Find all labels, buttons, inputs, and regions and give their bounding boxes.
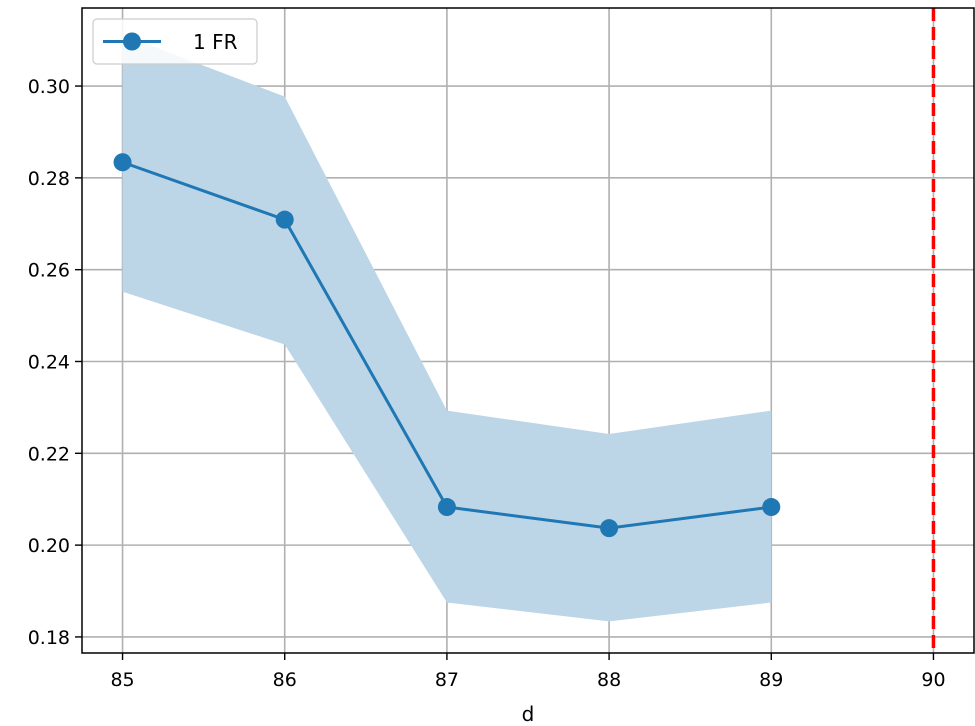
y-tick-label: 0.26 xyxy=(28,260,70,282)
data-point xyxy=(762,498,781,517)
series-marker-layer xyxy=(113,153,781,538)
y-tick-label: 0.28 xyxy=(28,168,70,190)
x-tick-label: 85 xyxy=(110,669,134,691)
x-tick-label: 86 xyxy=(273,669,297,691)
legend-marker-swatch xyxy=(123,32,141,51)
y-tick-label: 0.18 xyxy=(28,627,70,649)
y-tick-label: 0.22 xyxy=(28,443,70,465)
plot-frame xyxy=(81,7,975,654)
x-axis-title: d xyxy=(522,702,535,726)
y-tick-label: 0.20 xyxy=(28,535,70,557)
legend-box xyxy=(92,18,258,65)
x-tick-label: 89 xyxy=(759,669,783,691)
confidence-band xyxy=(122,34,772,622)
x-tick-label: 90 xyxy=(921,669,945,691)
data-point xyxy=(437,498,456,517)
y-tick-label: 0.24 xyxy=(28,351,70,373)
confidence-band-layer xyxy=(122,34,772,622)
y-axis: 0.18 0.20 0.22 0.24 0.26 0.28 0.30 xyxy=(28,76,82,649)
x-axis: 85 86 87 88 89 90 xyxy=(110,653,946,691)
data-point xyxy=(600,519,619,538)
data-point xyxy=(275,210,294,229)
legend: 1 FR xyxy=(92,18,258,65)
x-tick-label: 88 xyxy=(597,669,621,691)
y-tick-label: 0.30 xyxy=(28,76,70,98)
data-point xyxy=(113,153,132,172)
x-tick-label: 87 xyxy=(435,669,459,691)
legend-label: 1 FR xyxy=(193,30,238,54)
